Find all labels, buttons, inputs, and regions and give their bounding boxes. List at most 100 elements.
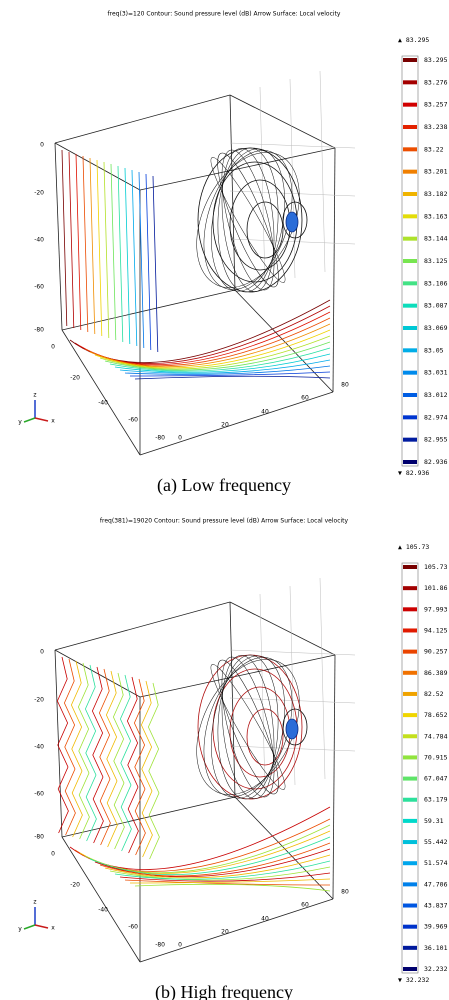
speaker-ring xyxy=(212,161,298,283)
x-tick-label: 80 xyxy=(341,382,349,389)
contour-line xyxy=(109,866,331,881)
colorbar-label: 63.179 xyxy=(424,796,448,804)
triad-label: z xyxy=(33,392,36,399)
colorbar-label: 59.31 xyxy=(424,817,444,825)
z-tick-label: -40 xyxy=(34,237,44,244)
colorbar-swatch xyxy=(403,80,417,85)
colorbar-label: 32.232 xyxy=(424,965,448,973)
box-edge xyxy=(54,649,141,698)
box-edge xyxy=(61,796,236,838)
box-edge xyxy=(139,654,336,698)
box-edge xyxy=(229,94,336,149)
speaker-ring xyxy=(246,201,284,259)
contour-line xyxy=(103,161,110,339)
colorbar-label: 39.969 xyxy=(424,923,448,931)
speaker-ring xyxy=(212,668,298,790)
colorbar-swatch xyxy=(403,713,417,718)
y-tick-label: -60 xyxy=(128,417,138,424)
contour-line xyxy=(129,371,331,377)
colorbar-label: 97.993 xyxy=(424,605,448,613)
speaker-ring xyxy=(246,708,284,766)
box-edge xyxy=(139,147,336,191)
z-tick-label: 0 xyxy=(40,649,44,656)
colorbar-swatch xyxy=(403,303,417,308)
colorbar-label: 83.276 xyxy=(424,78,448,86)
colorbar-label: 83.201 xyxy=(424,168,448,176)
colorbar-swatch xyxy=(403,147,417,152)
contour-line xyxy=(96,159,103,337)
contours xyxy=(56,656,331,892)
colorbar-swatch xyxy=(403,755,417,760)
colorbar-swatch xyxy=(403,670,417,675)
y-tick-label: -40 xyxy=(98,400,108,407)
caption: (b) High frequency xyxy=(155,982,293,1000)
colorbar-swatch xyxy=(403,861,417,866)
contour-line xyxy=(77,662,90,840)
z-tick-label: -60 xyxy=(34,284,44,291)
box-edge xyxy=(139,898,334,963)
contour-line xyxy=(112,672,125,850)
triad-label: y xyxy=(18,419,22,426)
x-tick-label: 20 xyxy=(221,422,229,429)
contour-line xyxy=(126,676,139,854)
colorbar-max: ▲ 83.295 xyxy=(398,36,429,44)
contour-line xyxy=(82,155,89,333)
box-edge xyxy=(139,391,334,456)
contour-line xyxy=(104,854,331,879)
colorbar-swatch xyxy=(403,102,417,107)
contour-line xyxy=(129,878,331,884)
colorbar-swatch xyxy=(403,326,417,330)
x-tick-label: 60 xyxy=(301,395,309,402)
colorbar-swatch xyxy=(403,214,417,219)
triad-y xyxy=(23,924,36,930)
colorbar-label: 90.257 xyxy=(424,648,448,656)
speaker-cap xyxy=(282,201,308,239)
y-tick-label: -40 xyxy=(98,907,108,914)
contour-line xyxy=(138,171,145,349)
box-edge xyxy=(61,836,141,963)
contour-line xyxy=(119,872,331,882)
grid-line xyxy=(319,70,326,273)
colorbar-label: 82.974 xyxy=(424,413,448,421)
speaker-core xyxy=(285,211,299,233)
speaker-mesh xyxy=(221,149,275,291)
colorbar-min: ▼ 32.232 xyxy=(398,976,429,984)
contour-line xyxy=(124,167,131,345)
grid-line xyxy=(259,593,266,792)
speaker-mesh xyxy=(211,148,285,292)
speaker xyxy=(196,147,308,293)
box-edge xyxy=(54,601,231,651)
contour-line xyxy=(114,353,331,373)
colorbar-label: 67.047 xyxy=(424,775,448,783)
triad-label: y xyxy=(18,926,22,933)
triad-label: z xyxy=(33,899,36,906)
colorbar-swatch xyxy=(403,281,417,286)
colorbar-label: 83.05 xyxy=(424,346,444,354)
colorbar-label: 74.784 xyxy=(424,732,448,740)
contour-line xyxy=(61,149,68,327)
triad-x xyxy=(34,924,49,929)
y-tick-label: -20 xyxy=(70,882,80,889)
colorbar-label: 83.144 xyxy=(424,235,448,243)
contour-line xyxy=(119,359,331,374)
contour-line xyxy=(119,674,132,852)
box-edge xyxy=(54,94,231,144)
contour-line xyxy=(84,824,331,874)
contour-line xyxy=(105,670,118,848)
contour-line xyxy=(134,375,331,380)
colorbar-label: 83.012 xyxy=(424,391,448,399)
colorbar-label: 43.837 xyxy=(424,902,448,910)
speaker-mesh xyxy=(211,655,285,799)
contour-line xyxy=(152,175,159,353)
z-tick-label: -80 xyxy=(34,327,44,334)
contour-line xyxy=(94,329,331,369)
panel-title: freq(381)=19020 Contour: Sound pressure … xyxy=(100,518,349,525)
colorbar-label: 78.652 xyxy=(424,711,448,719)
speaker-mesh xyxy=(217,152,279,288)
z-tick-label: -60 xyxy=(34,791,44,798)
y-tick-label: 0 xyxy=(51,344,55,351)
z-tick-label: 0 xyxy=(40,142,44,149)
colorbar-label: 47.706 xyxy=(424,880,448,888)
colorbar-swatch xyxy=(403,192,417,196)
